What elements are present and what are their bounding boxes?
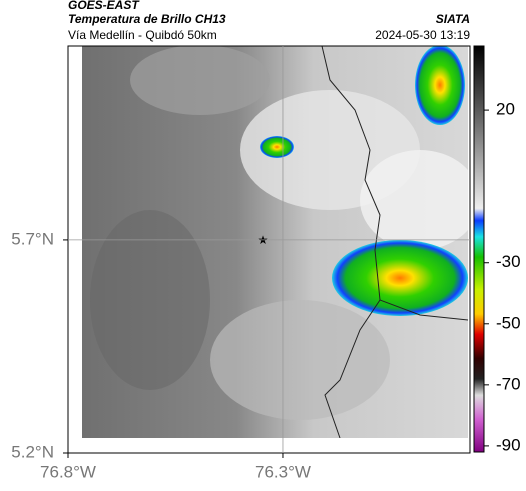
colorbar-tick-label: -30 bbox=[496, 252, 521, 271]
colorbar-tick-label: 20 bbox=[496, 100, 515, 119]
colorbar-tick-label: -70 bbox=[496, 374, 521, 393]
colorbar bbox=[473, 45, 485, 453]
axes: 76.8°W 76.3°W 5.2°N 5.7°N 20 -30 -50 -70 -90 bbox=[11, 46, 521, 481]
region: Vía Medellín - Quibdó 50km bbox=[68, 28, 217, 42]
y-tick-label: 5.7°N bbox=[11, 229, 54, 248]
datetime: 2024-05-30 13:19 bbox=[375, 28, 470, 42]
colorbar-tick-label: -50 bbox=[496, 313, 521, 332]
map-frame bbox=[67, 45, 471, 454]
satellite-image bbox=[82, 46, 468, 438]
x-tick-label: 76.3°W bbox=[255, 462, 311, 481]
x-tick-label: 76.8°W bbox=[40, 462, 96, 481]
colorbar-tick-label: -90 bbox=[496, 435, 521, 454]
product: Temperatura de Brillo CH13 bbox=[68, 12, 226, 26]
y-tick-label: 5.2°N bbox=[11, 442, 54, 461]
satellite: GOES-EAST bbox=[68, 0, 140, 12]
source: SIATA bbox=[436, 12, 470, 26]
